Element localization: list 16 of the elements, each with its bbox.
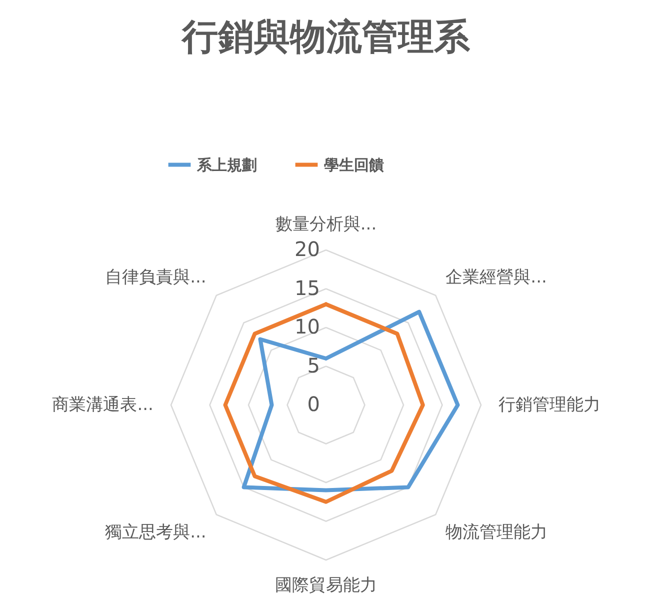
legend-label: 系上規劃: [196, 156, 257, 174]
spoke-label: 企業經營與...: [446, 267, 547, 288]
spoke-label: 國際貿易能力: [275, 576, 377, 596]
y-tick-label: 10: [294, 314, 320, 338]
spoke-label: 商業溝通表...: [52, 395, 154, 415]
spoke-label: 行銷管理能力: [498, 395, 601, 415]
y-tick-label: 15: [294, 276, 320, 300]
y-tick-label: 0: [307, 392, 320, 416]
y-tick-label: 5: [307, 353, 320, 378]
spoke-label: 自律負責與...: [105, 267, 206, 288]
spoke-label: 獨立思考與...: [105, 522, 206, 543]
spoke-label: 物流管理能力: [446, 522, 548, 543]
legend-label: 學生回饋: [324, 156, 384, 174]
chart-title: 行銷與物流管理系: [181, 17, 471, 58]
spoke-label: 數量分析與...: [275, 214, 377, 234]
y-tick-label: 20: [294, 237, 320, 261]
